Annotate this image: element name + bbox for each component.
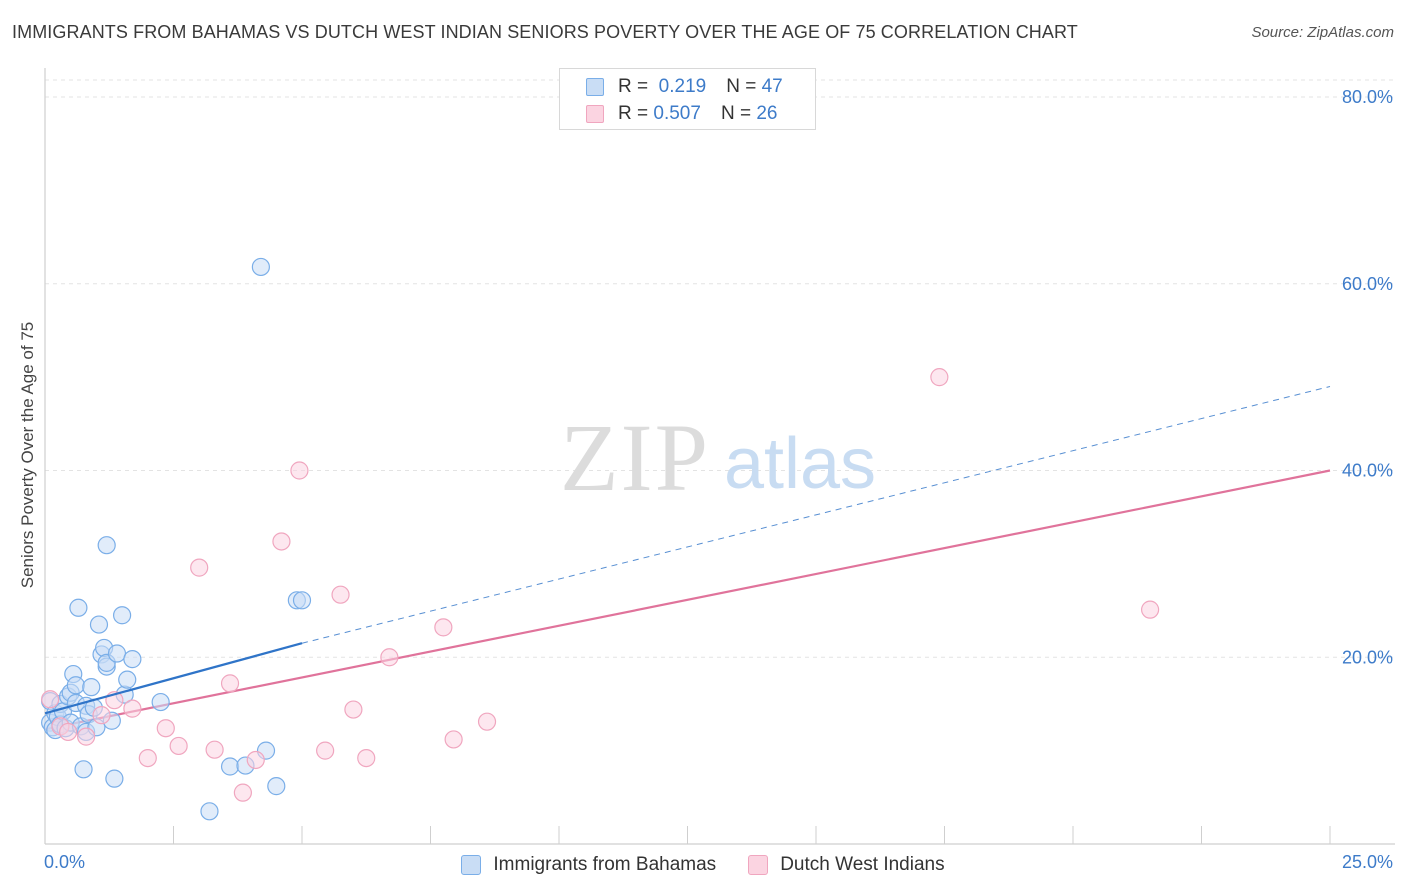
r-label: R = [618,103,649,124]
point-bahamas [66,676,85,695]
x-tick-min: 0.0% [44,852,86,872]
point-dutch [205,740,224,759]
point-dutch [156,719,175,738]
point-dutch [477,712,497,731]
point-dutch [123,699,142,718]
point-dutch [272,532,291,551]
point-dutch [59,722,78,742]
point-dutch [138,748,157,768]
axes-layer [44,68,1395,845]
point-bahamas [251,257,270,277]
n-value: 47 [761,76,783,97]
point-bahamas [107,644,127,663]
point-dutch [434,618,453,637]
point-bahamas [292,591,312,610]
point-bahamas [105,769,124,788]
n-value: 26 [756,103,778,124]
trend-line-dutch [44,469,1331,731]
point-dutch [77,727,96,746]
point-dutch [316,741,335,760]
point-dutch [357,748,376,768]
r-value: 0.219 [658,76,707,97]
point-bahamas [74,760,93,779]
point-bahamas [267,777,286,796]
point-dutch [233,783,252,802]
legend-label-dutch: Dutch West Indians [780,854,945,875]
y-tick-label: 40.0% [1342,461,1393,481]
point-dutch [290,461,309,480]
y-tick-label: 20.0% [1342,647,1393,667]
point-bahamas [82,678,101,697]
point-bahamas [220,757,240,776]
series-legend: Immigrants from Bahamas Dutch West India… [0,852,1406,878]
point-dutch [190,558,209,577]
y-axis-label: Seniors Poverty Over the Age of 75 [18,321,37,589]
trend-layer [44,385,1331,731]
point-bahamas [118,670,137,689]
legend-row-dutch: R = 0.507 N = 26 [586,102,777,126]
point-bahamas [89,615,109,634]
chart-title: IMMIGRANTS FROM BAHAMAS VS DUTCH WEST IN… [12,22,1078,42]
point-dutch [1140,600,1160,619]
point-bahamas [123,650,142,669]
trend-line-bahamas [44,642,303,715]
x-tick-max: 25.0% [1341,852,1393,872]
trend-line-bahamas-extended [301,385,1331,644]
point-dutch [92,706,111,725]
legend-swatch-dutch [748,855,769,875]
point-bahamas [112,606,132,625]
point-dutch [444,730,463,749]
point-dutch [246,750,265,770]
source-label: Source: ZipAtlas.com [1251,24,1394,41]
point-bahamas [200,802,219,821]
legend-item-dutch[interactable]: Dutch West Indians [748,854,945,876]
n-label: N = [720,103,752,124]
point-dutch [331,585,350,604]
point-dutch [220,674,240,693]
point-bahamas [151,692,170,712]
watermark-atlas: atlas [724,424,876,504]
grid-layer [45,79,1395,658]
point-dutch [344,700,363,719]
point-bahamas [97,536,116,555]
n-label: N = [726,76,757,97]
legend-label-bahamas: Immigrants from Bahamas [493,854,717,875]
y-tick-label: 80.0% [1342,87,1393,107]
legend-swatch-dutch [586,105,604,123]
point-bahamas [69,598,88,617]
point-dutch [41,690,60,709]
y-tick-label: 60.0% [1342,274,1393,294]
points-layer [41,257,1160,821]
y-tick-labels: 20.0% 40.0% 60.0% 80.0% [1342,87,1393,667]
point-dutch [380,648,399,667]
point-dutch [930,368,949,387]
legend-row-bahamas: R = 0.219 N = 47 [586,75,783,99]
r-label: R = [618,76,649,97]
legend-item-bahamas[interactable]: Immigrants from Bahamas [461,854,716,876]
watermark: ZIP atlas [560,404,876,511]
point-dutch [169,736,188,756]
r-value: 0.507 [653,103,701,124]
watermark-zip: ZIP [560,404,710,511]
legend-swatch-bahamas [586,78,604,96]
legend-swatch-bahamas [461,855,482,875]
correlation-legend: R = 0.219 N = 47 R = 0.507 N = 26 [559,68,816,130]
